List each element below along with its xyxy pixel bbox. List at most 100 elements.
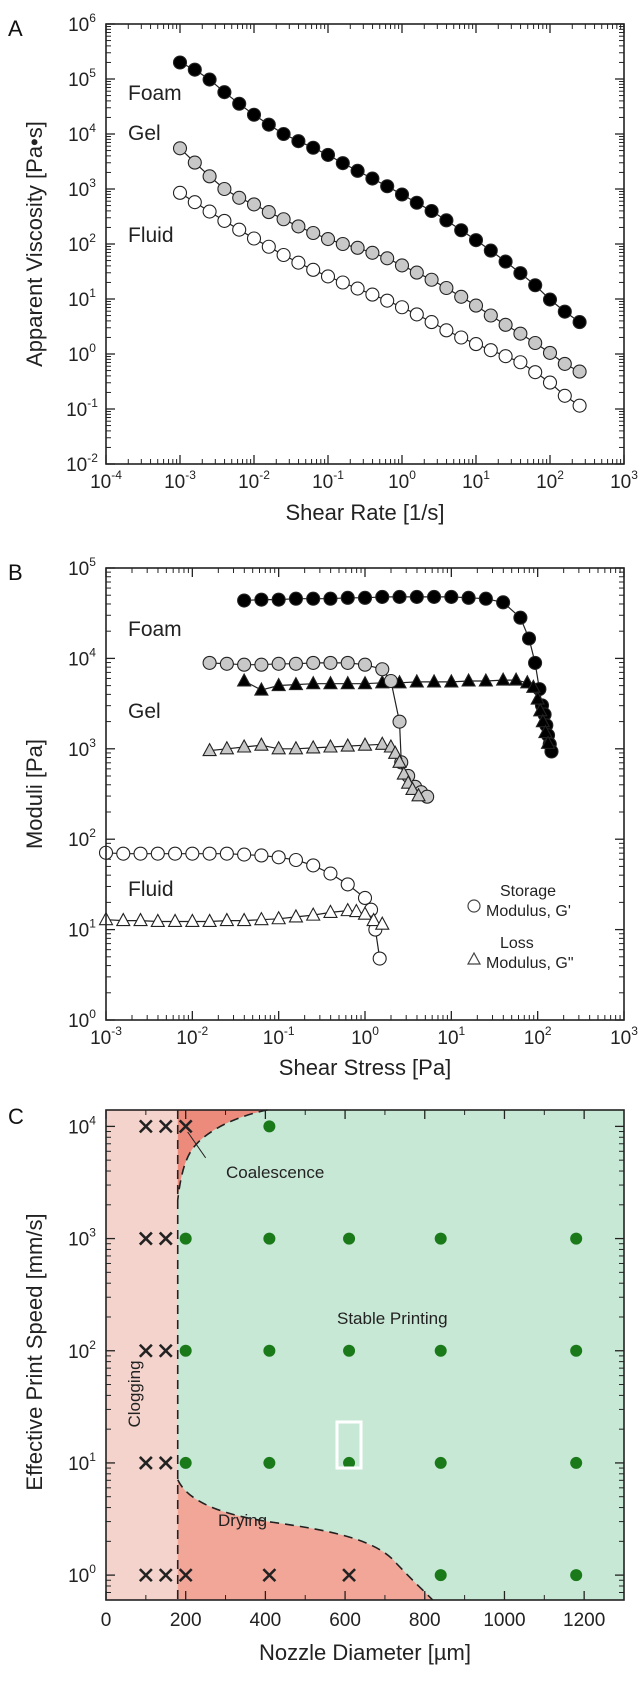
panel-a-point: [468, 298, 484, 313]
panel-a-point: [172, 55, 188, 70]
panel-b-point: [306, 858, 321, 873]
panel-c-ytick-label: 103: [68, 1226, 96, 1251]
failed-point: [158, 1119, 173, 1134]
panel-b-point: [323, 655, 338, 670]
panel-a-point: [454, 223, 469, 238]
panel-a-point: [172, 141, 188, 156]
panel-b-point: [427, 589, 442, 604]
panel-c-label-coalescence: Coalescence: [226, 1163, 324, 1182]
panel-c-ticks: 0 200 400 600 800 1000 1200 100 101 102 103 104: [68, 1110, 624, 1631]
panel-a-point: [172, 185, 188, 200]
panel-b-point: [288, 740, 304, 755]
panel-b-point: [237, 657, 252, 672]
panel-c-label-clogging: Clogging: [125, 1360, 144, 1427]
panel-a-point: [350, 281, 365, 296]
failed-point: [138, 1456, 153, 1470]
panel-c-xtick-label: 600: [329, 1610, 361, 1631]
panel-b-point: [340, 675, 356, 690]
panel-a-point: [557, 356, 572, 371]
panel-b-point: [392, 589, 407, 604]
panel-a-point: [439, 280, 454, 296]
panel-label-b: B: [8, 560, 23, 585]
panel-b-point: [357, 590, 373, 605]
panel-a-series: [172, 55, 587, 413]
stable-point: [570, 1344, 583, 1357]
panel-b-point: [167, 913, 183, 928]
panel-a-point: [424, 203, 439, 219]
stable-point: [434, 1456, 447, 1469]
panel-b-point: [496, 595, 511, 610]
panel-a-point: [498, 254, 513, 269]
panel-a-point: [557, 304, 572, 319]
panel-b-point: [461, 672, 477, 687]
panel-b-frame: [105, 567, 625, 1021]
panel-a-point: [409, 195, 424, 210]
panel-b-point: [530, 690, 546, 705]
panel-b-point: [168, 846, 183, 861]
panel-b-point: [306, 655, 321, 670]
panel-a-point: [187, 155, 202, 170]
panel-a-xtick-label: 102: [536, 468, 564, 493]
panel-b-point: [133, 912, 148, 927]
panel-a-point: [246, 107, 262, 122]
panel-b-series: [98, 589, 559, 966]
panel-a-point: [380, 293, 395, 308]
failed-point: [178, 1119, 193, 1134]
panel-b-point: [202, 913, 218, 928]
failed-point: [178, 1568, 193, 1583]
panel-a-point: [232, 190, 247, 205]
legend-storage-line2: Modulus, G': [486, 903, 571, 920]
panel-a-point: [513, 266, 528, 281]
panel-a-point: [246, 197, 262, 212]
panel-a-point: [232, 96, 247, 111]
failed-point: [138, 1119, 153, 1134]
stable-point: [434, 1232, 447, 1245]
panel-b-point: [323, 866, 338, 881]
failed-point: [138, 1568, 153, 1583]
panel-a-point: [513, 326, 528, 341]
panel-b-point: [253, 911, 269, 926]
panel-a-point: [291, 134, 306, 149]
panel-label-a: A: [8, 16, 23, 41]
panel-b-point: [305, 675, 321, 690]
panel-b-point: [150, 913, 166, 928]
panel-b-point: [405, 781, 420, 796]
stable-point: [434, 1344, 447, 1357]
panel-b-legend: Storage Modulus, G' Loss Modulus, G": [466, 883, 574, 972]
panel-a-point: [513, 355, 528, 370]
panel-b-point: [374, 736, 390, 750]
panel-a-point: [202, 204, 217, 219]
panel-a-point: [291, 255, 306, 270]
panel-a-point: [335, 275, 350, 290]
panel-b-point: [444, 589, 459, 604]
panel-b-point: [271, 910, 287, 925]
panel-a-point: [542, 375, 558, 390]
panel-b-point: [409, 673, 425, 688]
panel-b-point: [271, 740, 287, 755]
stable-point: [343, 1232, 356, 1245]
stable-point: [343, 1344, 356, 1357]
panel-c-xlabel: Nozzle Diameter [µm]: [259, 1640, 471, 1665]
panel-a-point: [572, 398, 587, 413]
panel-a-series-line-1: [179, 147, 580, 373]
panel-b-point: [219, 656, 234, 671]
panel-a-point: [380, 251, 395, 266]
panel-a-point: [528, 335, 543, 351]
panel-b-point: [271, 656, 286, 671]
panel-a-label-foam: Foam: [128, 82, 182, 105]
panel-a-ytick-label: 100: [68, 341, 96, 366]
panel-b-xtick-label: 103: [610, 1024, 638, 1049]
panel-a-point: [261, 117, 276, 132]
coalescence-boundary: [176, 1109, 268, 1201]
panel-c-ylabel: Effective Print Speed [mm/s]: [22, 1213, 47, 1490]
panel-c-label-drying: Drying: [218, 1511, 267, 1530]
panel-a-point: [365, 245, 380, 260]
panel-b-point: [253, 737, 269, 751]
panel-b-point: [219, 846, 234, 861]
panel-b-point: [478, 591, 493, 606]
panel-b-series-line-4: [105, 852, 381, 959]
panel-a-xtick-label: 10-4: [90, 468, 122, 493]
failed-point: [138, 1231, 153, 1246]
panel-b-point: [340, 655, 355, 670]
stable-point: [179, 1232, 192, 1245]
